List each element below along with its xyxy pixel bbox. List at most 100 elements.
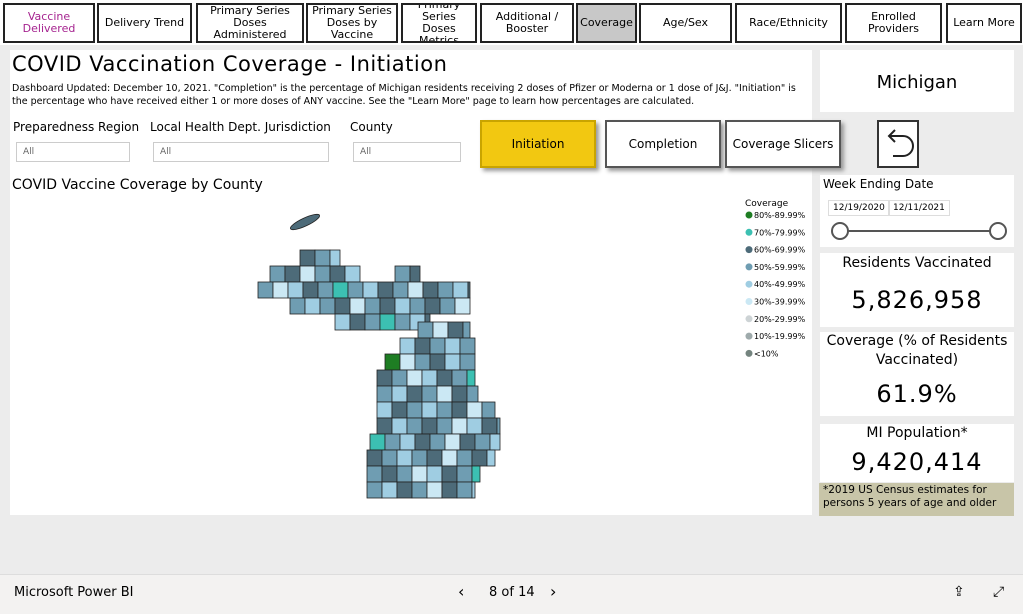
county [414,353,431,371]
legend-swatch [745,315,753,323]
county [334,313,351,331]
nav-tab[interactable]: Enrolled Providers [845,3,942,43]
county [471,465,481,483]
county [314,249,331,267]
nav-tab[interactable]: Age/Sex [639,3,732,43]
county [317,281,334,299]
county [426,481,443,499]
county [392,281,409,299]
nav-tab[interactable]: Coverage [576,3,637,43]
county [471,449,488,467]
county [411,481,428,499]
nav-tab[interactable]: Delivery Trend [97,3,192,43]
county [289,297,306,315]
county [381,481,398,499]
footer [0,574,1023,614]
county [466,417,483,435]
county [381,449,398,467]
date-slider[interactable] [820,220,1014,244]
nav-tab[interactable]: Primary Series Doses by Vaccine [306,3,398,43]
county [444,337,461,355]
county [414,433,431,451]
card [820,253,1014,327]
county [396,465,413,483]
county [462,321,471,339]
filter-panel [10,118,138,168]
county [486,449,496,467]
card-value: 61.9% [876,380,958,408]
county [391,401,408,419]
legend-swatch [745,349,753,357]
county [451,385,468,403]
county [284,265,301,283]
county [409,265,421,283]
county [347,281,364,299]
filter-dropdown[interactable]: All [153,142,329,162]
card-label: Coverage (% of Residents Vaccinated) [826,333,1008,368]
county [451,417,468,435]
card-label: MI Population* [866,425,968,441]
prev-page[interactable]: ‹ [458,582,465,601]
completion-button[interactable]: Completion [605,120,721,168]
nav-tab[interactable]: Primary Series Doses Metrics [401,3,477,43]
county [456,449,473,467]
next-page[interactable]: › [550,582,557,601]
legend-swatch [745,211,753,219]
back-button[interactable] [877,120,919,168]
county [466,385,479,403]
county [272,281,289,299]
county [456,481,473,499]
card [820,332,1014,416]
legend-label: <10% [754,349,779,358]
county [379,297,396,315]
share[interactable]: ⇪ [953,584,965,600]
county [432,321,449,339]
nav-tab[interactable]: Primary Series Doses Administered [196,3,304,43]
county [441,449,458,467]
legend-label: 70%-79.99% [754,228,806,237]
date-label: Week Ending Date [823,177,934,191]
county [379,313,396,331]
end-date[interactable]: 12/11/2021 [888,200,950,216]
county [447,321,464,339]
county [332,281,349,299]
county [459,353,476,371]
county [481,401,496,419]
county [439,297,456,315]
filter-dropdown[interactable]: All [353,142,461,162]
county [444,433,461,451]
county [394,265,411,283]
legend-label: 30%-39.99% [754,298,806,307]
county [362,281,379,299]
county [444,353,461,371]
legend-swatch [745,263,753,271]
footnote: *2019 US Census estimates for persons 5 … [819,483,1014,516]
nav-tab[interactable]: Vaccine Delivered [3,3,95,43]
nav-tab[interactable]: Learn More [946,3,1022,43]
county [314,265,331,283]
filter-panel [347,118,469,168]
legend-label: 80%-89.99% [754,211,806,220]
fullscreen[interactable]: ⤢ [993,584,1005,600]
nav-tab[interactable]: Race/Ethnicity [735,3,842,43]
county [366,481,383,499]
filter-dropdown[interactable]: All [16,142,130,162]
county [429,433,446,451]
county [421,369,438,387]
legend-swatch [745,228,753,236]
initiation-button[interactable]: Initiation [480,120,596,168]
county [366,449,383,467]
state-panel [820,50,1014,112]
county [489,433,501,451]
county [381,465,398,483]
nav-tab[interactable]: Additional / Booster [480,3,574,43]
slicers-button[interactable]: Coverage Slicers [725,120,841,168]
start-date[interactable]: 12/19/2020 [828,200,890,216]
county [474,433,491,451]
county [429,337,446,355]
county [456,465,473,483]
county [426,449,443,467]
county [376,369,393,387]
date-panel [820,175,1014,247]
legend-label: 50%-59.99% [754,263,806,272]
